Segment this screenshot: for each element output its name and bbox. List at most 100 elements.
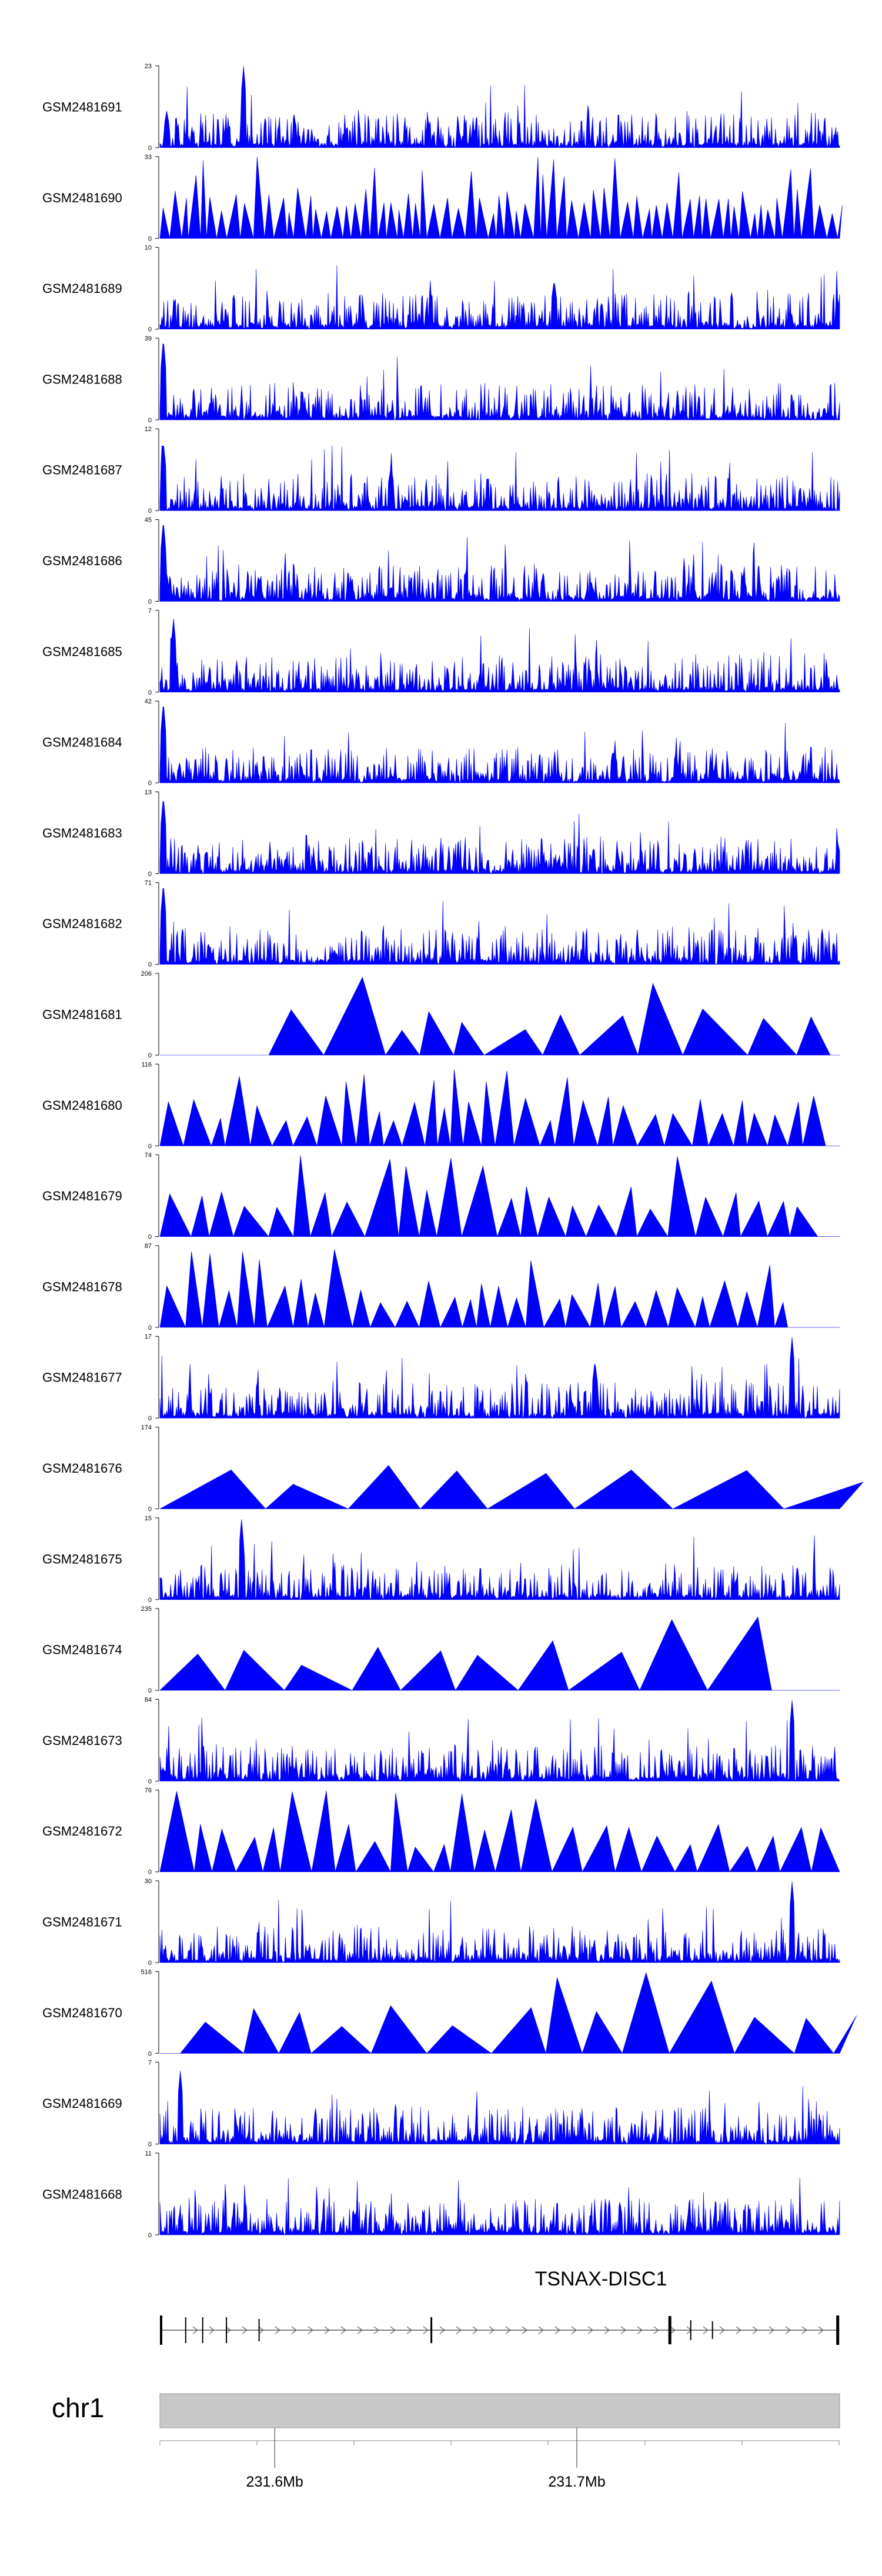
coverage-area	[159, 1155, 840, 1237]
y-max-label: 87	[145, 1243, 152, 1250]
track-label: GSM2481677	[42, 1370, 122, 1385]
track-GSM2481686: GSM2481686 45 0	[42, 517, 840, 606]
y-min-label: 0	[148, 1234, 152, 1241]
strand-arrow	[752, 2326, 759, 2334]
track-GSM2481679: GSM2481679 74 0	[42, 1152, 840, 1241]
y-min-label: 0	[148, 145, 152, 152]
track-label: GSM2481668	[42, 2187, 122, 2201]
strand-arrow	[456, 2326, 462, 2334]
strand-arrow	[554, 2326, 561, 2334]
coverage-area	[159, 1519, 840, 1600]
coverage-area	[159, 1465, 864, 1509]
track-label: GSM2481678	[42, 1279, 122, 1294]
y-min-label: 0	[148, 2141, 152, 2148]
y-max-label: 17	[145, 1333, 152, 1340]
coverage-area	[159, 1616, 840, 1691]
track-label: GSM2481691	[42, 100, 122, 115]
coverage-area	[159, 445, 840, 511]
track-label: GSM2481669	[42, 2096, 122, 2111]
y-max-label: 42	[145, 698, 152, 705]
coverage-area	[160, 976, 840, 1056]
y-max-label: 12	[145, 426, 152, 433]
track-GSM2481683: GSM2481683 13 0	[42, 789, 840, 877]
y-min-label: 0	[148, 417, 152, 424]
y-min-label: 0	[148, 1415, 152, 1422]
exon	[258, 2319, 260, 2341]
track-GSM2481684: GSM2481684 42 0	[42, 698, 840, 787]
y-max-label: 76	[145, 1787, 152, 1794]
track-GSM2481688: GSM2481688 39 0	[42, 335, 840, 424]
y-max-label: 13	[145, 789, 152, 796]
position-label: 231.7Mb	[548, 2474, 605, 2490]
strand-arrow	[785, 2326, 791, 2334]
strand-arrow	[769, 2326, 775, 2334]
track-label: GSM2481679	[42, 1189, 122, 1203]
y-min-label: 0	[148, 1778, 152, 1785]
y-max-label: 116	[141, 1061, 152, 1068]
strand-arrow	[653, 2326, 660, 2334]
strand-arrow	[670, 2326, 676, 2334]
strand-arrow	[620, 2326, 627, 2334]
coverage-area	[159, 1881, 840, 1964]
track-GSM2481674: GSM2481674 235 0	[42, 1606, 840, 1694]
track-label: GSM2481686	[42, 553, 122, 568]
gene-label: TSNAX-DISC1	[535, 2268, 667, 2290]
track-label: GSM2481675	[42, 1551, 122, 1566]
track-label: GSM2481688	[42, 372, 122, 386]
coverage-area	[159, 1249, 840, 1329]
strand-arrow	[192, 2326, 199, 2334]
exon	[690, 2320, 691, 2340]
strand-arrow	[801, 2326, 808, 2334]
y-max-label: 74	[145, 1152, 152, 1159]
track-GSM2481671: GSM2481671 30 0	[42, 1878, 840, 1967]
track-GSM2481678: GSM2481678 87 0	[42, 1243, 840, 1332]
y-max-label: 7	[148, 608, 152, 615]
y-max-label: 23	[145, 63, 152, 70]
y-min-label: 0	[148, 1506, 152, 1513]
strand-arrow	[225, 2326, 232, 2334]
coverage-area	[159, 66, 840, 148]
strand-arrow	[736, 2326, 742, 2334]
y-min-label: 0	[148, 1143, 152, 1150]
y-max-label: 10	[145, 245, 152, 252]
track-GSM2481690: GSM2481690 33 0	[42, 154, 843, 242]
exon	[202, 2317, 203, 2343]
track-label: GSM2481682	[42, 916, 122, 931]
y-max-label: 84	[145, 1696, 152, 1703]
y-min-label: 0	[148, 1687, 152, 1694]
track-label: GSM2481670	[42, 2006, 122, 2020]
coverage-area	[159, 156, 843, 239]
y-min-label: 0	[148, 962, 152, 969]
ideogram-track: chr1 231.6Mb 231.7Mb	[52, 2393, 840, 2490]
strand-arrow	[505, 2326, 512, 2334]
y-min-label: 0	[148, 780, 152, 787]
y-min-label: 0	[148, 1869, 152, 1876]
track-label: GSM2481676	[42, 1461, 122, 1476]
strand-arrow	[637, 2326, 643, 2334]
y-max-label: 174	[141, 1424, 152, 1432]
y-min-label: 0	[148, 1052, 152, 1059]
track-GSM2481675: GSM2481675 15 0	[42, 1515, 840, 1604]
track-GSM2481685: GSM2481685 7 0	[42, 608, 840, 696]
strand-arrow	[357, 2326, 363, 2334]
strand-arrow	[538, 2326, 544, 2334]
strand-arrow	[587, 2326, 594, 2334]
strand-arrow	[522, 2326, 528, 2334]
strand-arrow	[373, 2326, 380, 2334]
track-GSM2481682: GSM2481682 71 0	[42, 880, 840, 969]
track-label: GSM2481671	[42, 1915, 122, 1930]
coverage-area	[159, 1700, 840, 1782]
track-label: GSM2481690	[42, 191, 122, 205]
y-min-label: 0	[148, 508, 152, 515]
strand-arrow	[324, 2326, 330, 2334]
y-max-label: 206	[141, 970, 152, 977]
strand-arrow	[604, 2326, 610, 2334]
track-label: GSM2481687	[42, 463, 122, 478]
y-min-label: 0	[148, 1324, 152, 1332]
exon	[160, 2315, 162, 2345]
y-min-label: 0	[148, 2050, 152, 2057]
track-label: GSM2481673	[42, 1733, 122, 1748]
track-label: GSM2481685	[42, 644, 122, 659]
exon	[430, 2317, 433, 2343]
